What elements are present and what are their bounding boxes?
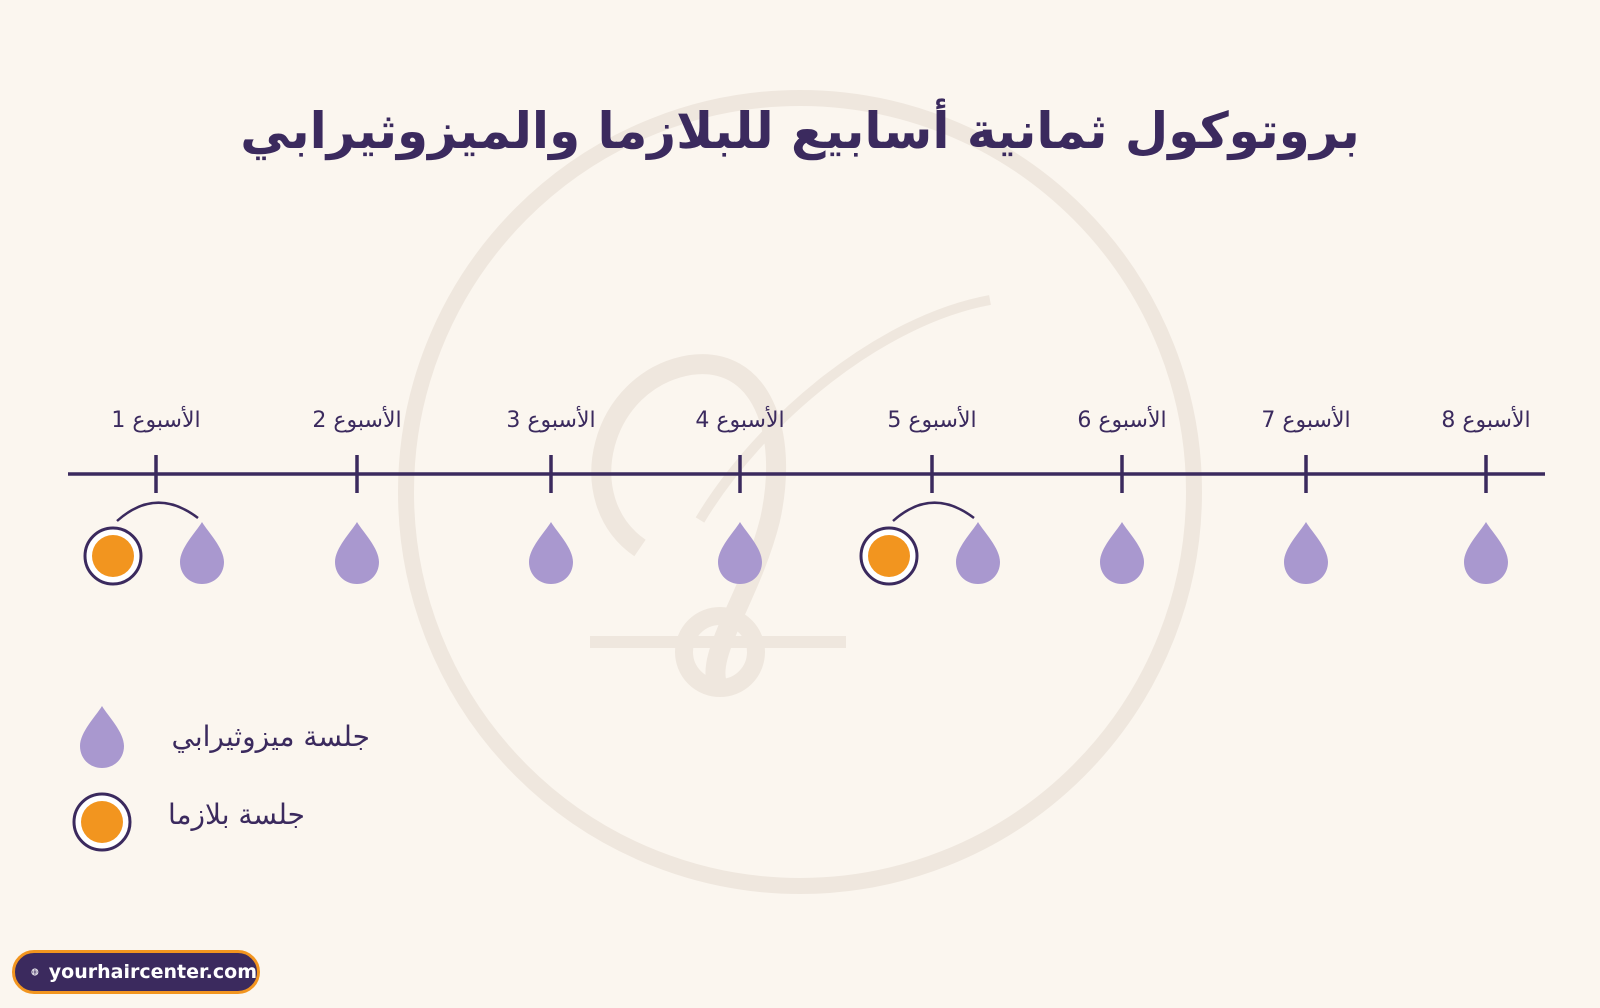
week-label-5: الأسبوع 5 [887,408,977,433]
week-label-8: الأسبوع 8 [1441,408,1531,433]
week-label-1: الأسبوع 1 [111,408,201,433]
week-label-4: الأسبوع 4 [695,408,785,433]
legend-mesotherapy-label: جلسة ميزوثيرابي [171,720,371,753]
watermark-logo [398,90,1202,894]
mesotherapy-droplet-icon [956,522,1000,584]
week-label-2: الأسبوع 2 [312,408,402,433]
legend-droplet-icon [80,706,124,768]
mesotherapy-droplet-icon [180,522,224,584]
globe-icon [31,968,39,976]
mesotherapy-droplet-icon [1100,522,1144,584]
page-title: بروتوكول ثمانية أسابيع للبلازما والميزوث… [240,102,1360,160]
week-label-6: الأسبوع 6 [1077,408,1167,433]
website-url: yourhaircenter.com [48,961,257,983]
legend-plasma-icon [72,792,132,852]
legend-plasma-label: جلسة بلازما [167,798,305,831]
mesotherapy-droplet-icon [718,522,762,584]
plasma-session-icon [83,526,143,586]
week-label-7: الأسبوع 7 [1261,408,1351,433]
same-day-connector [892,501,975,522]
plasma-session-icon [859,526,919,586]
week-label-3: الأسبوع 3 [506,408,596,433]
website-badge: yourhaircenter.com [12,950,260,994]
same-day-connector [116,501,199,522]
mesotherapy-droplet-icon [529,522,573,584]
mesotherapy-droplet-icon [335,522,379,584]
mesotherapy-droplet-icon [1284,522,1328,584]
mesotherapy-droplet-icon [1464,522,1508,584]
